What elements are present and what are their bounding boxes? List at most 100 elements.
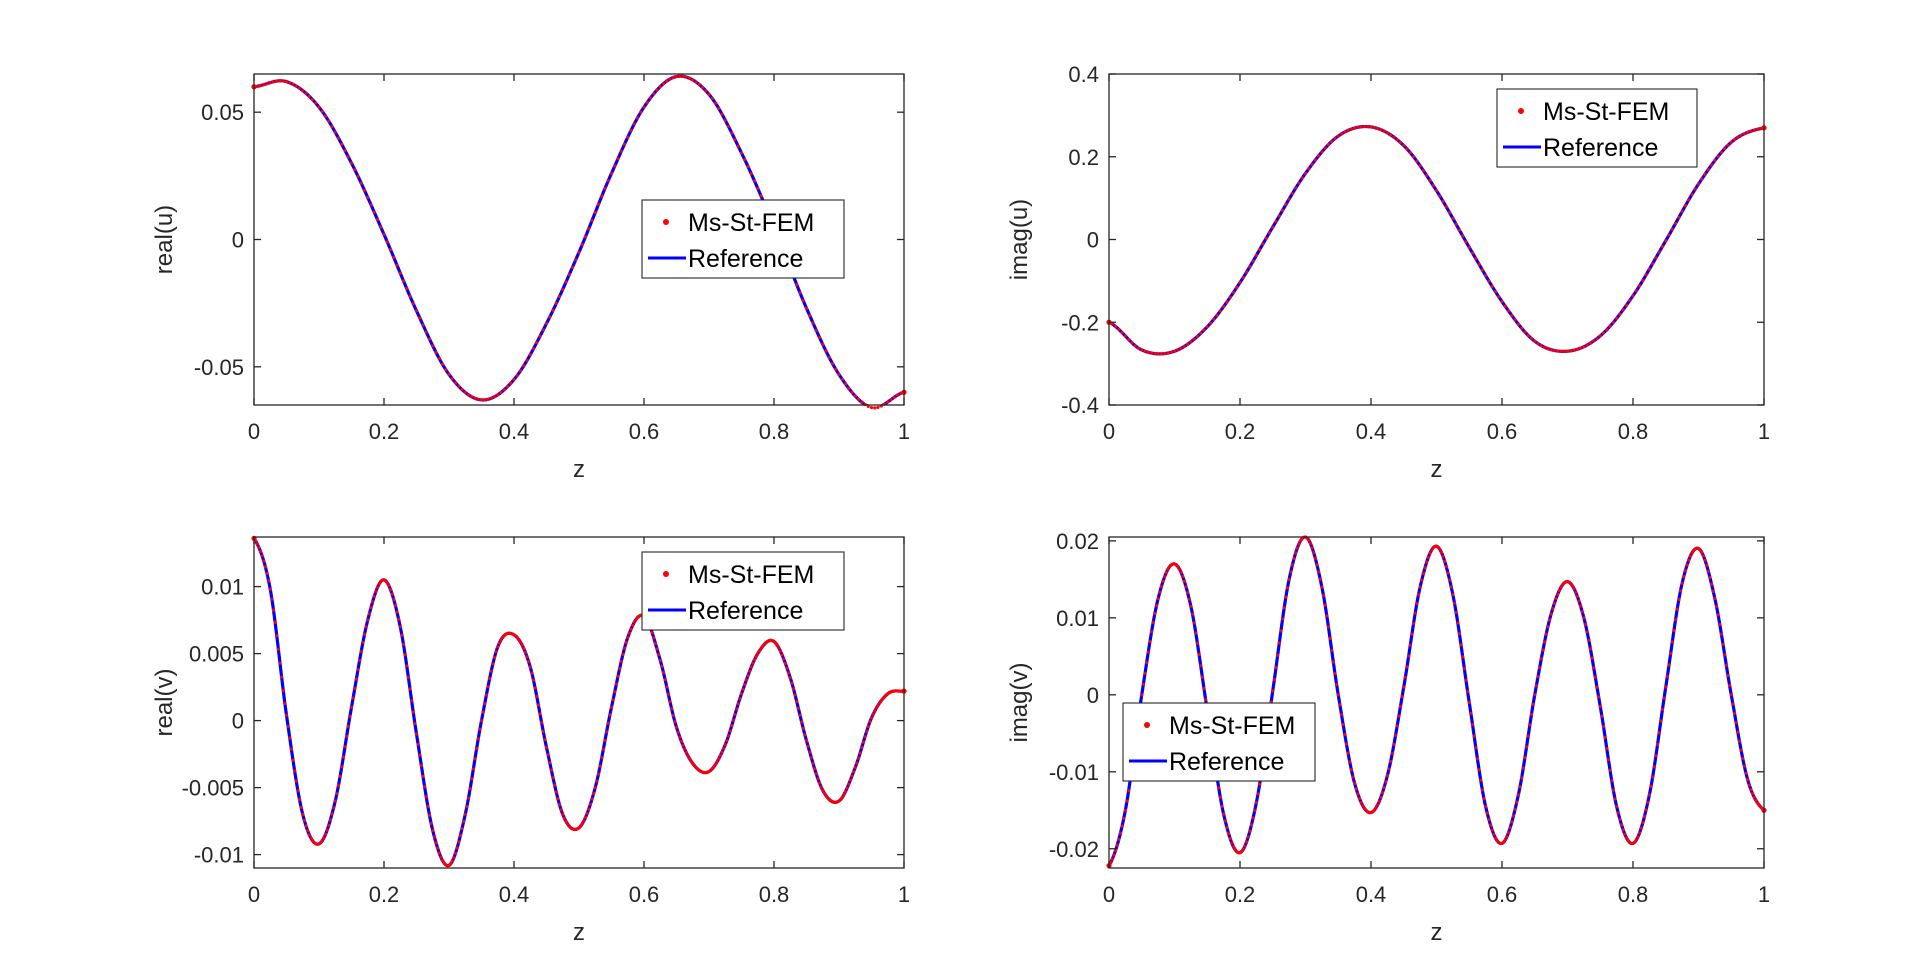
data-point [392,255,396,259]
data-point [1493,290,1498,294]
data-point [1202,328,1206,332]
data-point [470,777,474,781]
y-axis-label: real(u) [151,205,178,274]
data-point [631,623,635,628]
data-point [1559,349,1563,353]
data-point [1317,570,1321,574]
data-point [476,737,480,741]
data-point [1749,787,1753,792]
data-point [548,315,552,319]
data-point [1670,640,1674,644]
data-point [739,692,744,696]
data-point [1212,317,1216,321]
subplot-3: 0 0.2 0.4 0.6 0.8 1 -0.01 -0.005 0 0.005 0.01 z real… [151,535,910,946]
data-point [1603,735,1607,740]
data-point [418,316,422,320]
data-point [1158,590,1162,594]
data-point [681,743,685,747]
data-point [406,675,410,679]
data-point [1713,596,1717,601]
data-point [395,610,399,614]
data-point [288,736,292,740]
data-point [429,821,433,825]
data-point [1551,606,1555,611]
data-point [1618,817,1622,821]
data-point [1732,711,1737,715]
data-point [294,84,298,88]
data-point [717,757,721,761]
data-point [284,80,289,84]
data-point [1749,129,1753,133]
data-point [1225,300,1229,304]
data-point [1339,713,1344,717]
data-point [787,671,791,675]
data-point [650,631,654,635]
data-point [852,770,856,774]
data-point [1593,675,1597,679]
data-point [1713,158,1717,163]
data-point [741,687,745,691]
data-point [749,172,753,176]
data-point [804,306,809,310]
data-point [1500,299,1504,304]
data-point [865,729,869,734]
data-point [606,179,610,183]
data-point [1516,793,1520,797]
data-point [892,395,896,399]
data-point [665,79,669,83]
data-point [593,210,597,215]
data-point [307,94,311,98]
data-point [619,659,623,663]
data-point [595,779,599,783]
x-tick-label: 0.4 [1356,419,1387,444]
data-point [1392,135,1396,139]
data-point [1428,551,1432,555]
subplot-1: 0 0.2 0.4 0.6 0.8 1 -0.05 0 0.05 z real(u) Ms-St-FE… [151,73,910,483]
data-point [538,712,542,716]
data-point [1685,563,1689,567]
data-point [1700,177,1704,181]
data-point [1462,666,1466,671]
data-point [1731,702,1735,706]
data-point [1536,675,1540,679]
data-point [479,718,484,723]
x-tick-label: 0.8 [759,419,790,444]
data-point [431,344,435,348]
data-point [577,250,581,254]
data-point [613,690,617,694]
series-markers-ms-st-fem [1106,535,1767,869]
y-tick-label: 0.2 [1068,145,1099,170]
data-point [1487,279,1491,283]
data-point [661,671,666,675]
data-point [333,799,337,803]
data-point [1490,828,1494,832]
data-point [1290,563,1294,567]
data-point [697,82,701,87]
data-point [1557,588,1561,593]
data-point [1582,345,1586,349]
data-point [405,287,409,291]
data-point [553,783,557,787]
data-point [470,395,474,399]
data-point [622,646,627,650]
data-point [725,738,729,743]
data-point [733,712,737,717]
data-point [1703,558,1707,562]
data-point [1231,290,1236,295]
data-point [622,142,627,146]
data-point [1385,774,1389,778]
data-point [827,355,831,360]
data-point [1159,584,1163,589]
data-point [483,701,487,706]
data-point [1746,777,1750,782]
data-point [1595,685,1599,689]
data-point [1611,788,1615,792]
data-point [814,328,818,332]
data-point [1154,604,1159,608]
data-point [1654,754,1658,758]
data-point [273,620,277,624]
data-point [463,812,467,817]
series-markers-ms-st-fem [1106,124,1767,356]
data-point [886,400,890,404]
data-point [819,785,823,789]
